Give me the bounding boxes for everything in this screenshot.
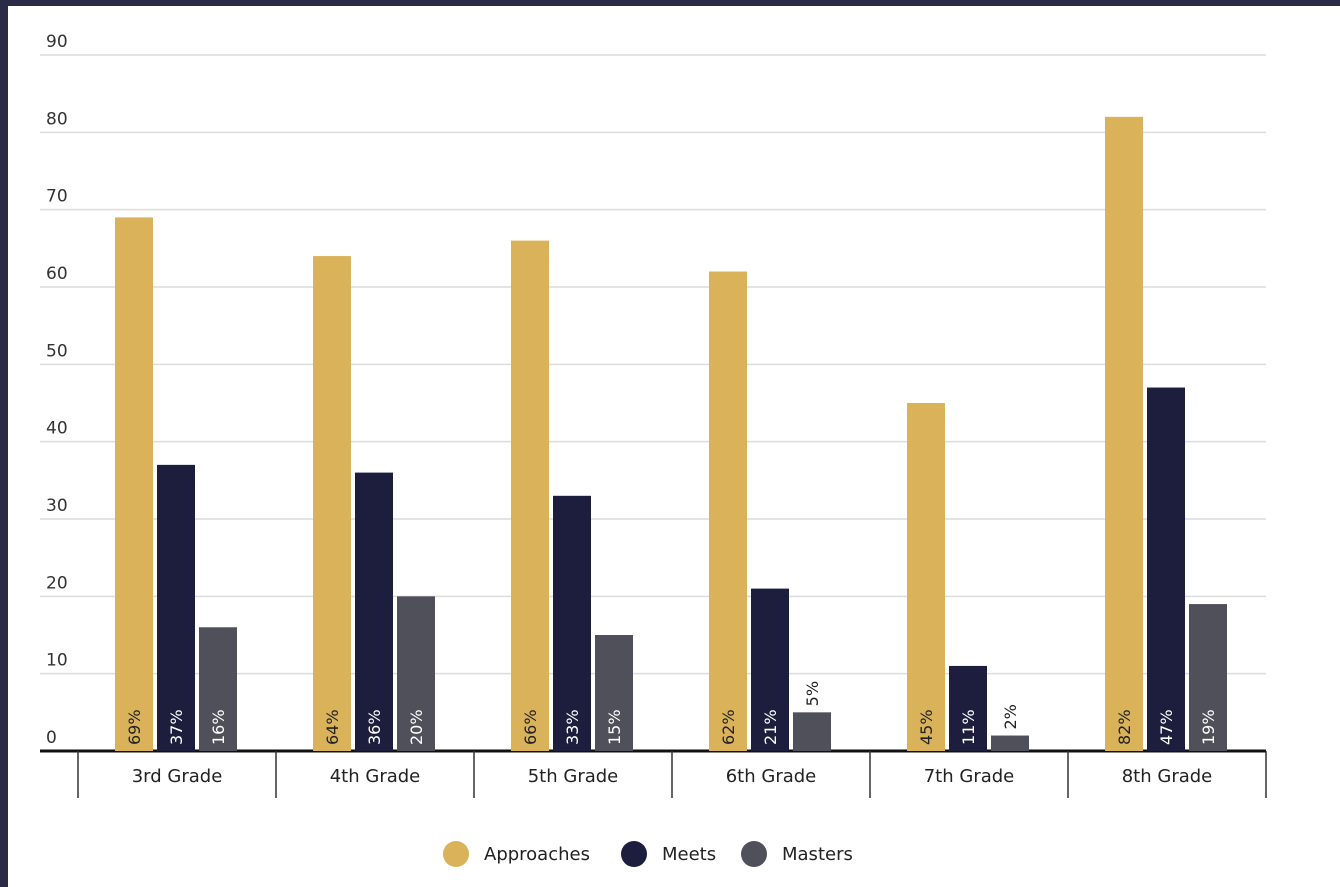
bar-value-label: 62% <box>719 709 738 745</box>
bar-masters <box>199 627 237 751</box>
category-label: 3rd Grade <box>132 766 223 787</box>
y-tick-label: 0 <box>46 728 57 748</box>
bar-value-label: 21% <box>761 709 780 745</box>
bar-meets <box>355 472 393 751</box>
category-label: 5th Grade <box>528 766 619 787</box>
legend-swatch-meets <box>621 841 647 867</box>
bar-value-label: 16% <box>209 709 228 745</box>
bar-value-label: 2% <box>1001 704 1020 729</box>
bar-meets <box>1147 387 1185 751</box>
bar-value-label: 37% <box>167 709 186 745</box>
y-tick-label: 10 <box>46 651 68 671</box>
bar-value-label: 82% <box>1115 709 1134 745</box>
bar-approaches <box>115 217 153 751</box>
legend-swatch-approaches <box>443 841 469 867</box>
bar-value-label: 36% <box>365 709 384 745</box>
bar-masters <box>397 596 435 751</box>
bar-value-label: 69% <box>125 709 144 745</box>
bar-approaches <box>313 256 351 751</box>
y-tick-label: 90 <box>46 32 68 52</box>
category-label: 8th Grade <box>1122 766 1213 787</box>
bar-value-label: 47% <box>1157 709 1176 745</box>
category-label: 4th Grade <box>330 766 421 787</box>
legend-label: Meets <box>662 844 716 865</box>
y-tick-label: 60 <box>46 264 68 284</box>
bar-value-label: 11% <box>959 709 978 745</box>
bar-masters <box>1189 604 1227 751</box>
bar-meets <box>751 588 789 751</box>
bar-meets <box>157 464 195 751</box>
bar-meets <box>553 495 591 751</box>
bar-meets <box>949 665 987 751</box>
bar-masters <box>793 712 831 751</box>
legend-swatch-masters <box>741 841 767 867</box>
bar-masters <box>595 635 633 751</box>
y-tick-label: 80 <box>46 109 68 129</box>
category-label: 6th Grade <box>726 766 817 787</box>
category-label: 7th Grade <box>924 766 1015 787</box>
y-tick-label: 40 <box>46 419 68 439</box>
bar-value-label: 15% <box>605 709 624 745</box>
legend-label: Approaches <box>484 844 590 865</box>
bar-approaches <box>511 240 549 751</box>
bar-approaches <box>709 271 747 751</box>
y-tick-label: 50 <box>46 341 68 361</box>
bar-value-label: 5% <box>803 681 822 706</box>
bar-value-label: 33% <box>563 709 582 745</box>
bar-value-label: 19% <box>1199 709 1218 745</box>
bar-value-label: 66% <box>521 709 540 745</box>
bar-value-label: 45% <box>917 709 936 745</box>
y-tick-label: 20 <box>46 573 68 593</box>
chart-frame: 0 10 20 30 40 50 60 70 80 90 69% 37% 16% 3rd Grade 64%… <box>8 6 1340 887</box>
bar-value-label: 64% <box>323 709 342 745</box>
bar-masters <box>991 735 1029 751</box>
y-tick-label: 30 <box>46 496 68 516</box>
grouped-bar-chart: 0 10 20 30 40 50 60 70 80 90 69% 37% 16% 3rd Grade 64%… <box>40 32 1267 867</box>
bar-value-label: 20% <box>407 709 426 745</box>
bar-approaches <box>1105 116 1143 751</box>
legend-label: Masters <box>782 844 853 865</box>
y-tick-label: 70 <box>46 187 68 207</box>
bar-approaches <box>907 403 945 751</box>
